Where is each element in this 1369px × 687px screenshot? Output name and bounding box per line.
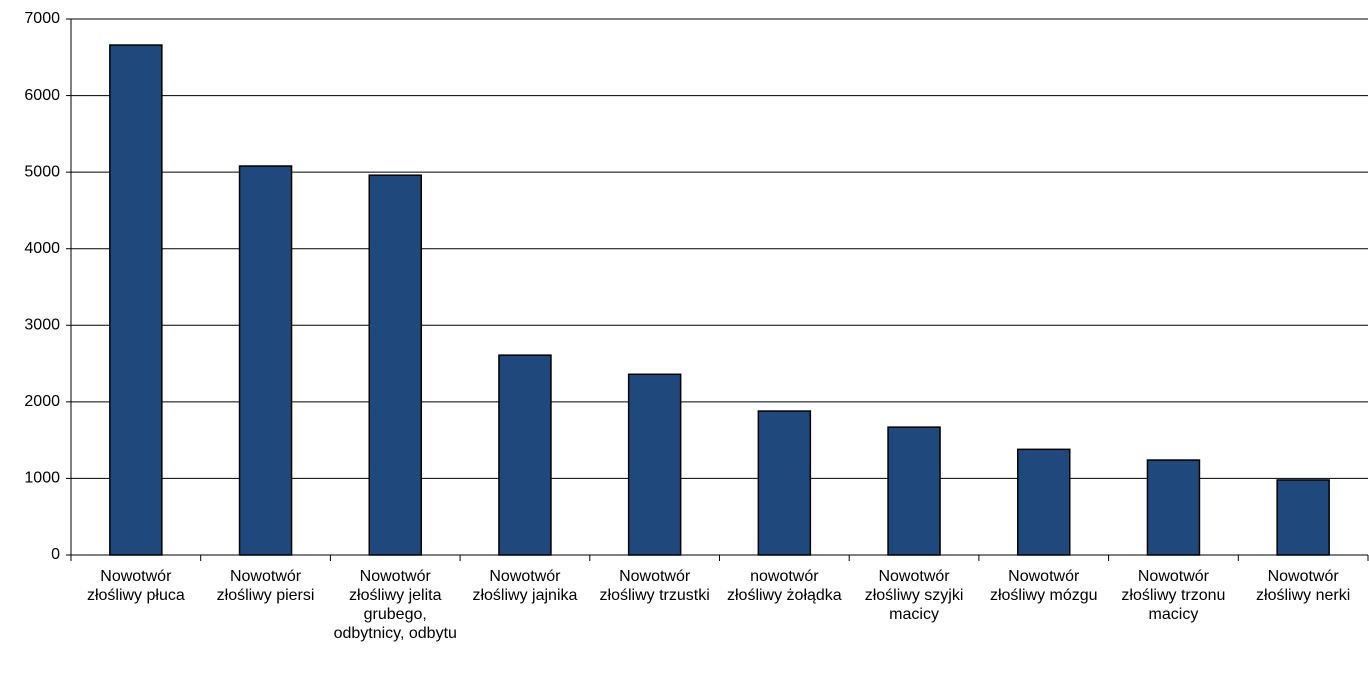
x-tick-label: Nowotwór złośliwy jelita grubego, odbytn… xyxy=(333,568,457,642)
bar xyxy=(109,44,163,556)
bar xyxy=(498,354,552,556)
x-tick-label: Nowotwór złośliwy trzustki xyxy=(599,568,710,604)
x-tick-label: Nowotwór złośliwy szyjki macicy xyxy=(864,568,964,623)
bar xyxy=(1017,448,1071,556)
bar xyxy=(238,165,293,556)
x-tick-label: Nowotwór złośliwy piersi xyxy=(216,568,315,604)
x-tick-label: nowotwór złośliwy żołądka xyxy=(726,568,842,604)
x-tick-label: Nowotwór złośliwy mózgu xyxy=(989,568,1098,604)
y-tick-label: 0 xyxy=(51,546,60,563)
y-tick-label: 5000 xyxy=(24,163,60,180)
bar xyxy=(887,426,941,556)
y-tick-label: 3000 xyxy=(24,317,60,334)
x-tick-label: Nowotwór złośliwy jajnika xyxy=(472,568,578,604)
x-tick-label: Nowotwór złośliwy nerki xyxy=(1256,568,1351,604)
bar xyxy=(1146,459,1201,556)
bar xyxy=(757,410,812,556)
y-tick-label: 6000 xyxy=(24,87,60,104)
x-tick-label: Nowotwór złośliwy płuca xyxy=(86,568,185,604)
x-tick-label: Nowotwór złośliwy trzonu macicy xyxy=(1121,568,1226,623)
bar xyxy=(368,174,422,556)
y-tick-label: 2000 xyxy=(24,393,60,410)
y-tick-label: 7000 xyxy=(24,10,60,27)
y-tick-label: 4000 xyxy=(24,240,60,257)
bar xyxy=(627,373,682,556)
bar xyxy=(1276,479,1330,556)
y-tick-label: 1000 xyxy=(24,470,60,487)
